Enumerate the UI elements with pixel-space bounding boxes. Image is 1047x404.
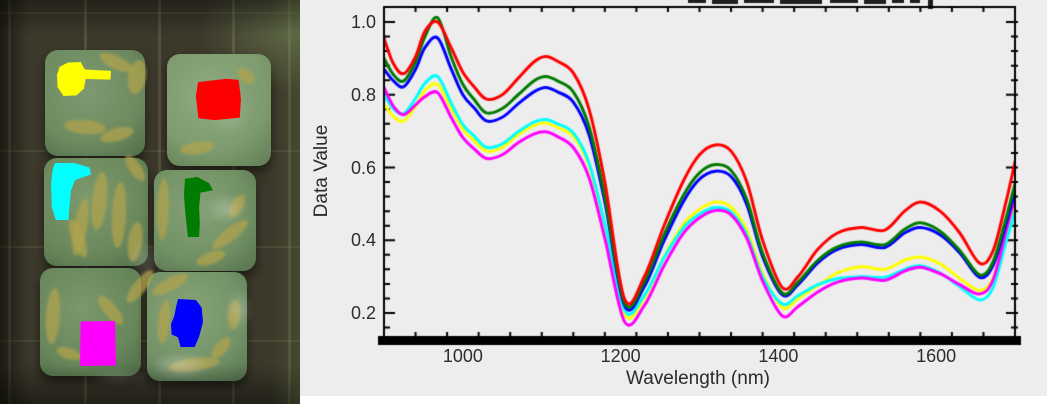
x-tick-label: 1400: [758, 346, 799, 366]
y-tick-label: 0.4: [350, 230, 376, 251]
mat-gridline: [0, 12, 300, 14]
y-tick-label: 0.6: [350, 157, 376, 178]
x-axis-title: Wavelength (nm): [626, 368, 770, 389]
spectral-plot-canvas: [300, 0, 1047, 396]
spectral-plot-panel: Wavelength (nm) Data Value 0.2 0.4 0.6 0.8 1…: [300, 0, 1047, 404]
x-tick-label: 1200: [600, 346, 641, 366]
mat-gridline: [8, 0, 11, 404]
x-tick-label: 1600: [916, 346, 957, 366]
glare-highlight: [150, 352, 212, 380]
glare-highlight: [224, 288, 254, 330]
sample-photo-panel: [0, 0, 300, 404]
glare-highlight: [205, 193, 247, 225]
y-tick-label: 0.2: [350, 303, 376, 323]
y-tick-label: 0.8: [350, 84, 376, 105]
y-tick-label: 1.0: [350, 12, 376, 32]
glare-highlight: [88, 368, 148, 386]
mat-gridline: [288, 0, 291, 404]
y-axis-title: Data Value: [311, 124, 332, 218]
x-tick-label: 1000: [442, 346, 483, 366]
roi-overlay-magenta: [80, 321, 116, 366]
roi-overlay-red: [195, 78, 241, 121]
glare-highlight: [128, 238, 160, 280]
